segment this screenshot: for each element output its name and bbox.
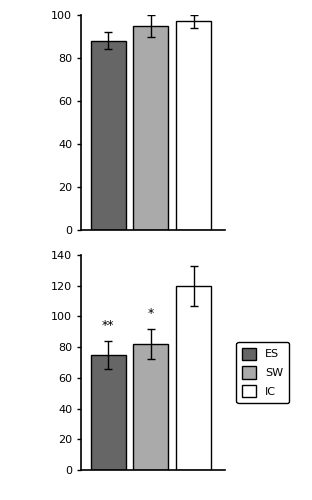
Bar [176, 286, 211, 470]
Legend: ES, SW, IC: ES, SW, IC [236, 342, 289, 403]
Text: *: * [148, 306, 154, 320]
Bar [134, 26, 168, 230]
Bar [134, 344, 168, 470]
Bar [176, 22, 211, 230]
Text: **: ** [102, 319, 115, 332]
Bar [91, 355, 126, 470]
Bar [91, 41, 126, 230]
